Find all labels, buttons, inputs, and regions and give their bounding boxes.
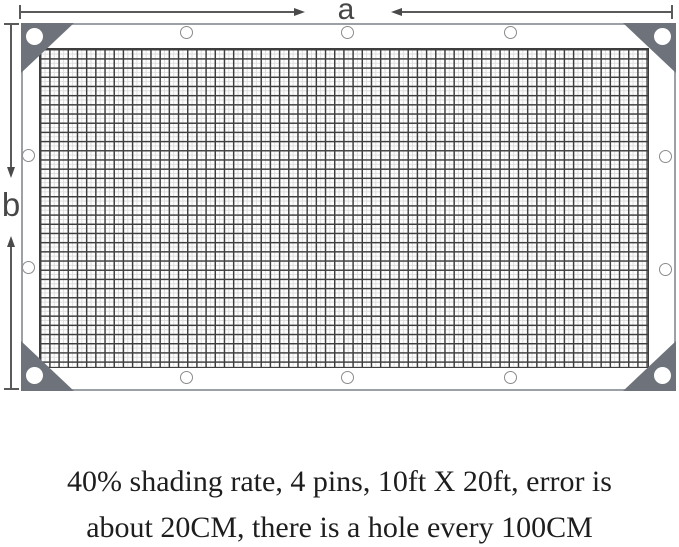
dimension-b-bottom-tick xyxy=(4,388,19,390)
dimension-b-top-tick xyxy=(4,23,19,25)
dimension-b-bottom-line xyxy=(10,247,12,388)
arrow-up-icon xyxy=(7,236,15,247)
product-caption: 40% shading rate, 4 pins, 10ft X 20ft, e… xyxy=(0,459,679,547)
corner-grommet-icon xyxy=(654,367,671,384)
grommet-left-1 xyxy=(22,149,35,162)
dimension-b-top-line xyxy=(10,25,12,167)
grommet-left-2 xyxy=(22,261,35,274)
grommet-top-3 xyxy=(504,26,517,39)
arrow-left-icon xyxy=(391,8,402,16)
dimension-a-left-tick xyxy=(19,5,21,19)
grommet-top-2 xyxy=(341,26,354,39)
dimension-a-right-line xyxy=(402,11,672,13)
dimension-b-label: b xyxy=(1,186,21,223)
corner-grommet-icon xyxy=(654,28,671,45)
grommet-bottom-3 xyxy=(504,371,517,384)
dimension-a-right-tick xyxy=(671,5,673,19)
dimension-a-left-line xyxy=(21,11,295,13)
arrow-right-icon xyxy=(294,8,305,16)
grommet-bottom-2 xyxy=(341,371,354,384)
caption-line-1: 40% shading rate, 4 pins, 10ft X 20ft, e… xyxy=(67,465,612,498)
corner-grommet-icon xyxy=(26,28,43,45)
corner-grommet-icon xyxy=(26,367,43,384)
mesh-grid xyxy=(39,48,649,368)
dimension-a-label: a xyxy=(337,0,355,26)
grommet-bottom-1 xyxy=(180,371,193,384)
arrow-down-icon xyxy=(7,167,15,178)
grommet-right-2 xyxy=(659,263,672,276)
grommet-right-1 xyxy=(659,150,672,163)
grommet-top-1 xyxy=(180,26,193,39)
caption-line-2: about 20CM, there is a hole every 100CM xyxy=(86,511,593,544)
shade-net-tarp xyxy=(21,23,676,391)
